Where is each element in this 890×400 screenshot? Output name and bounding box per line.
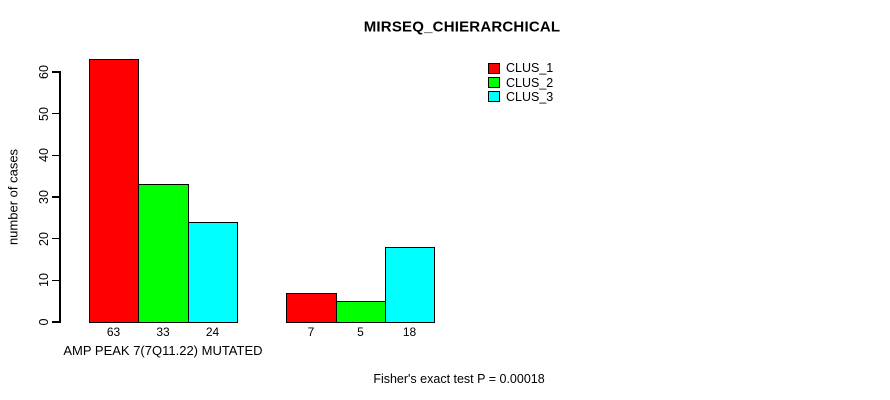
legend-swatch-clus_1 xyxy=(488,62,500,74)
fisher-test-annotation: Fisher's exact test P = 0.00018 xyxy=(373,372,545,386)
legend-item-clus_2: CLUS_2 xyxy=(488,75,554,90)
bar-clus_2-group1 xyxy=(138,184,189,323)
y-axis-tick-label-50: 50 xyxy=(37,106,51,121)
bar-value-label-clus_2-group1: 33 xyxy=(156,325,170,339)
y-axis-tick-label-10: 10 xyxy=(37,273,51,288)
y-axis-tick-50 xyxy=(52,112,59,115)
legend-label-clus_2: CLUS_2 xyxy=(506,75,554,90)
bar-value-label-clus_3-group1: 24 xyxy=(205,325,220,339)
y-axis-tick-60 xyxy=(52,71,59,73)
y-axis-tick-label-30: 30 xyxy=(37,190,51,204)
y-axis-tick-label-60: 60 xyxy=(37,65,51,79)
bar-clus_3-group2 xyxy=(385,247,435,323)
y-axis-tick-30 xyxy=(52,196,59,198)
bar-clus_3-group1 xyxy=(188,222,238,323)
bar-clus_2-group2 xyxy=(336,301,386,323)
group-label-1: AMP PEAK 7(7Q11.22) MUTATED xyxy=(63,343,263,358)
y-axis-tick-label-0: 0 xyxy=(37,318,51,326)
y-axis-tick-40 xyxy=(52,154,59,157)
chart-title: MIRSEQ_CHIERARCHICAL xyxy=(363,18,561,36)
y-axis-tick-20 xyxy=(52,237,59,240)
legend-label-clus_1: CLUS_1 xyxy=(506,61,554,76)
legend-item-clus_3: CLUS_3 xyxy=(488,90,553,104)
bar-value-label-clus_2-group2: 5 xyxy=(357,325,364,339)
bar-value-label-clus_1-group2: 7 xyxy=(307,325,315,339)
y-axis-tick-label-20: 20 xyxy=(37,231,51,246)
legend-label-clus_3: CLUS_3 xyxy=(506,89,554,104)
bar-value-label-clus_1-group1: 63 xyxy=(106,325,121,339)
y-axis-tick-10 xyxy=(52,279,59,282)
legend-item-clus_1: CLUS_1 xyxy=(488,61,553,75)
y-axis-label: number of cases xyxy=(5,148,21,246)
y-axis-tick-0 xyxy=(52,321,59,323)
legend-swatch-clus_2 xyxy=(488,77,500,89)
bar-clus_1-group1 xyxy=(89,59,139,323)
legend-swatch-clus_3 xyxy=(488,91,500,103)
y-axis-line xyxy=(59,71,61,323)
bar-value-label-clus_3-group2: 18 xyxy=(402,325,417,339)
bar-clus_1-group2 xyxy=(286,293,337,323)
y-axis-tick-label-40: 40 xyxy=(37,148,51,163)
